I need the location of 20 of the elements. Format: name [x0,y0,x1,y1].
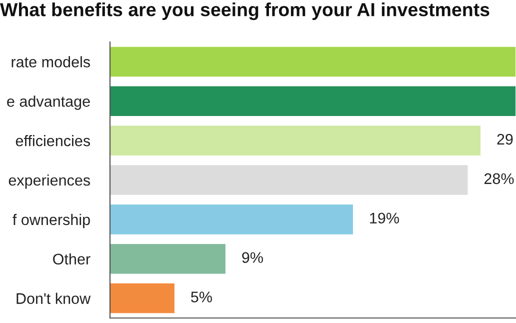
bar [110,126,480,156]
bar [110,244,226,274]
y-tick-label: f ownership [12,214,90,228]
y-tick-label: e advantage [7,96,90,110]
data-label: 29 [497,134,513,145]
y-tick-label: efficiencies [16,135,90,146]
y-tick-label: Don't know [16,292,91,304]
bar [110,46,516,77]
bar [110,86,516,116]
y-tick-label: rate models [12,56,90,68]
chart-title: What benefits are you seeing from your AI investments [0,2,490,20]
data-label: 5% [191,292,212,302]
data-label: 19% [370,212,399,224]
data-label: 9% [242,252,263,263]
y-tick-label: experiences [8,174,90,189]
y-tick-label: Other [53,253,90,265]
bar [110,283,174,314]
bar [110,204,353,234]
data-label: 28% [484,173,514,184]
bar [110,165,468,195]
